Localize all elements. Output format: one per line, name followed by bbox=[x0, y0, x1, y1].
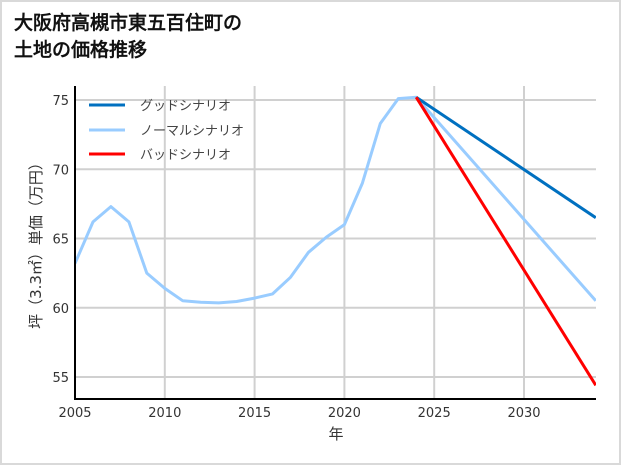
y-tick-label: 65 bbox=[52, 233, 69, 248]
chart-title-line-2: 土地の価格推移 bbox=[14, 39, 148, 61]
y-tick-label: 60 bbox=[52, 302, 69, 317]
chart-title-line-1: 大阪府高槻市東五百住町の bbox=[14, 12, 243, 34]
plot-series bbox=[75, 95, 596, 387]
legend-label: ノーマルシナリオ bbox=[140, 124, 244, 139]
x-tick-label: 2005 bbox=[58, 406, 91, 421]
series-line-0 bbox=[415, 95, 596, 219]
chart-title: 大阪府高槻市東五百住町の 土地の価格推移 bbox=[14, 10, 242, 64]
x-tick-label: 2030 bbox=[507, 406, 540, 421]
legend-label: グッドシナリオ bbox=[140, 99, 231, 114]
y-axis-label: 坪（3.3㎡）単価（万円） bbox=[27, 155, 45, 329]
y-tick-label: 55 bbox=[52, 371, 69, 386]
x-tick-label: 2020 bbox=[328, 406, 361, 421]
gridlines bbox=[75, 86, 596, 399]
x-tick-label: 2010 bbox=[148, 406, 181, 421]
x-tick-labels: 2005 2010 2015 2020 2025 2030 bbox=[58, 406, 540, 421]
y-tick-labels: 55 60 65 70 75 bbox=[52, 94, 69, 386]
legend-label: バッドシナリオ bbox=[140, 148, 231, 163]
y-tick-label: 75 bbox=[52, 94, 69, 109]
series-line-1 bbox=[75, 95, 596, 305]
series-line-2 bbox=[414, 96, 596, 387]
x-axis-label: 年 bbox=[328, 425, 343, 443]
x-tick-label: 2025 bbox=[418, 406, 451, 421]
axes bbox=[74, 86, 596, 400]
y-tick-label: 70 bbox=[52, 163, 69, 178]
x-tick-label: 2015 bbox=[238, 406, 271, 421]
